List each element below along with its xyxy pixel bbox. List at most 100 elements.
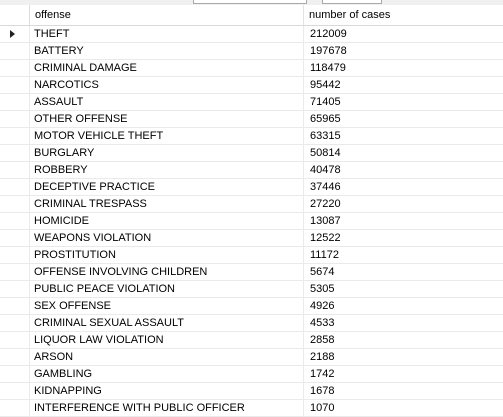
row-indicator-cell[interactable] xyxy=(0,43,30,60)
number-of-cases-cell[interactable]: 37446 xyxy=(304,179,503,196)
column-header-offense[interactable]: offense xyxy=(30,5,304,25)
table-row[interactable]: BATTERY 197678 xyxy=(0,43,503,60)
row-indicator-cell[interactable] xyxy=(0,179,30,196)
table-row[interactable]: SEX OFFENSE 4926 xyxy=(0,298,503,315)
row-indicator-cell[interactable] xyxy=(0,400,30,417)
table-row[interactable]: INTERFERENCE WITH PUBLIC OFFICER 1070 xyxy=(0,400,503,417)
row-pointer-icon xyxy=(10,30,15,38)
table-row[interactable]: KIDNAPPING 1678 xyxy=(0,383,503,400)
number-of-cases-cell[interactable]: 63315 xyxy=(304,128,503,145)
number-of-cases-cell[interactable]: 118479 xyxy=(304,60,503,77)
toolbar-button[interactable] xyxy=(322,0,382,4)
number-of-cases-cell[interactable]: 95442 xyxy=(304,77,503,94)
row-indicator-cell[interactable] xyxy=(0,196,30,213)
offense-cell[interactable]: DECEPTIVE PRACTICE xyxy=(30,179,304,196)
row-indicator-cell[interactable] xyxy=(0,366,30,383)
row-indicator-cell[interactable] xyxy=(0,60,30,77)
toolbar-field[interactable] xyxy=(193,0,307,4)
offense-cell[interactable]: ASSAULT xyxy=(30,94,304,111)
number-of-cases-cell[interactable]: 1742 xyxy=(304,366,503,383)
table-row[interactable]: THEFT 212009 xyxy=(0,26,503,43)
offense-cell[interactable]: CRIMINAL DAMAGE xyxy=(30,60,304,77)
row-indicator-cell[interactable] xyxy=(0,162,30,179)
table-row[interactable]: DECEPTIVE PRACTICE 37446 xyxy=(0,179,503,196)
table-row[interactable]: LIQUOR LAW VIOLATION 2858 xyxy=(0,332,503,349)
offense-cell[interactable]: WEAPONS VIOLATION xyxy=(30,230,304,247)
grid-header: offense number of cases xyxy=(0,5,503,26)
offense-cell[interactable]: PROSTITUTION xyxy=(30,247,304,264)
table-row[interactable]: CRIMINAL DAMAGE 118479 xyxy=(0,60,503,77)
number-of-cases-cell[interactable]: 13087 xyxy=(304,213,503,230)
number-of-cases-cell[interactable]: 11172 xyxy=(304,247,503,264)
number-of-cases-cell[interactable]: 71405 xyxy=(304,94,503,111)
table-row[interactable]: CRIMINAL SEXUAL ASSAULT 4533 xyxy=(0,315,503,332)
table-row[interactable]: GAMBLING 1742 xyxy=(0,366,503,383)
row-indicator-cell[interactable] xyxy=(0,247,30,264)
table-row[interactable]: HOMICIDE 13087 xyxy=(0,213,503,230)
number-of-cases-cell[interactable]: 50814 xyxy=(304,145,503,162)
row-indicator-cell[interactable] xyxy=(0,77,30,94)
offense-cell[interactable]: OTHER OFFENSE xyxy=(30,111,304,128)
offense-cell[interactable]: BURGLARY xyxy=(30,145,304,162)
table-row[interactable]: CRIMINAL TRESPASS 27220 xyxy=(0,196,503,213)
number-of-cases-cell[interactable]: 5674 xyxy=(304,264,503,281)
row-indicator-cell[interactable] xyxy=(0,145,30,162)
table-row[interactable]: ARSON 2188 xyxy=(0,349,503,366)
table-row[interactable]: BURGLARY 50814 xyxy=(0,145,503,162)
row-indicator-cell[interactable] xyxy=(0,26,30,43)
table-row[interactable]: PUBLIC PEACE VIOLATION 5305 xyxy=(0,281,503,298)
column-header-number-of-cases[interactable]: number of cases xyxy=(309,9,391,21)
row-indicator-cell[interactable] xyxy=(0,128,30,145)
table-row[interactable]: OFFENSE INVOLVING CHILDREN 5674 xyxy=(0,264,503,281)
row-indicator-cell[interactable] xyxy=(0,298,30,315)
number-of-cases-cell[interactable]: 27220 xyxy=(304,196,503,213)
row-indicator-cell[interactable] xyxy=(0,281,30,298)
number-of-cases-cell[interactable]: 1678 xyxy=(304,383,503,400)
table-row[interactable]: MOTOR VEHICLE THEFT 63315 xyxy=(0,128,503,145)
table-row[interactable]: WEAPONS VIOLATION 12522 xyxy=(0,230,503,247)
offense-cell[interactable]: OFFENSE INVOLVING CHILDREN xyxy=(30,264,304,281)
table-row[interactable]: ASSAULT 71405 xyxy=(0,94,503,111)
offense-cell[interactable]: MOTOR VEHICLE THEFT xyxy=(30,128,304,145)
number-of-cases-cell[interactable]: 2858 xyxy=(304,332,503,349)
row-indicator-cell[interactable] xyxy=(0,315,30,332)
row-indicator-cell[interactable] xyxy=(0,213,30,230)
row-indicator-cell[interactable] xyxy=(0,332,30,349)
offense-cell[interactable]: CRIMINAL SEXUAL ASSAULT xyxy=(30,315,304,332)
number-of-cases-cell[interactable]: 212009 xyxy=(304,26,503,43)
offense-cell[interactable]: GAMBLING xyxy=(30,366,304,383)
number-of-cases-cell[interactable]: 197678 xyxy=(304,43,503,60)
number-of-cases-cell[interactable]: 65965 xyxy=(304,111,503,128)
offense-cell[interactable]: PUBLIC PEACE VIOLATION xyxy=(30,281,304,298)
number-of-cases-cell[interactable]: 1070 xyxy=(304,400,503,417)
row-indicator-cell[interactable] xyxy=(0,94,30,111)
table-row[interactable]: NARCOTICS 95442 xyxy=(0,77,503,94)
number-of-cases-cell[interactable]: 2188 xyxy=(304,349,503,366)
offense-cell[interactable]: SEX OFFENSE xyxy=(30,298,304,315)
offense-cell[interactable]: HOMICIDE xyxy=(30,213,304,230)
row-indicator-cell[interactable] xyxy=(0,383,30,400)
result-grid: offense number of cases THEFT 212009 BATTE… xyxy=(0,5,503,417)
offense-cell[interactable]: THEFT xyxy=(30,26,304,43)
table-row[interactable]: ROBBERY 40478 xyxy=(0,162,503,179)
number-of-cases-cell[interactable]: 4533 xyxy=(304,315,503,332)
offense-cell[interactable]: BATTERY xyxy=(30,43,304,60)
offense-cell[interactable]: ROBBERY xyxy=(30,162,304,179)
number-of-cases-cell[interactable]: 12522 xyxy=(304,230,503,247)
table-row[interactable]: PROSTITUTION 11172 xyxy=(0,247,503,264)
offense-cell[interactable]: INTERFERENCE WITH PUBLIC OFFICER xyxy=(30,400,304,417)
row-indicator-cell[interactable] xyxy=(0,111,30,128)
number-of-cases-cell[interactable]: 4926 xyxy=(304,298,503,315)
offense-cell[interactable]: KIDNAPPING xyxy=(30,383,304,400)
table-row[interactable]: OTHER OFFENSE 65965 xyxy=(0,111,503,128)
number-of-cases-cell[interactable]: 40478 xyxy=(304,162,503,179)
offense-cell[interactable]: NARCOTICS xyxy=(30,77,304,94)
row-indicator-cell[interactable] xyxy=(0,264,30,281)
offense-cell[interactable]: LIQUOR LAW VIOLATION xyxy=(30,332,304,349)
row-indicator-cell[interactable] xyxy=(0,230,30,247)
offense-cell[interactable]: ARSON xyxy=(30,349,304,366)
offense-cell[interactable]: CRIMINAL TRESPASS xyxy=(30,196,304,213)
number-of-cases-cell[interactable]: 5305 xyxy=(304,281,503,298)
grid-rows: THEFT 212009 BATTERY 197678 CRIMINAL DAMAGE 1… xyxy=(0,26,503,417)
row-indicator-cell[interactable] xyxy=(0,349,30,366)
